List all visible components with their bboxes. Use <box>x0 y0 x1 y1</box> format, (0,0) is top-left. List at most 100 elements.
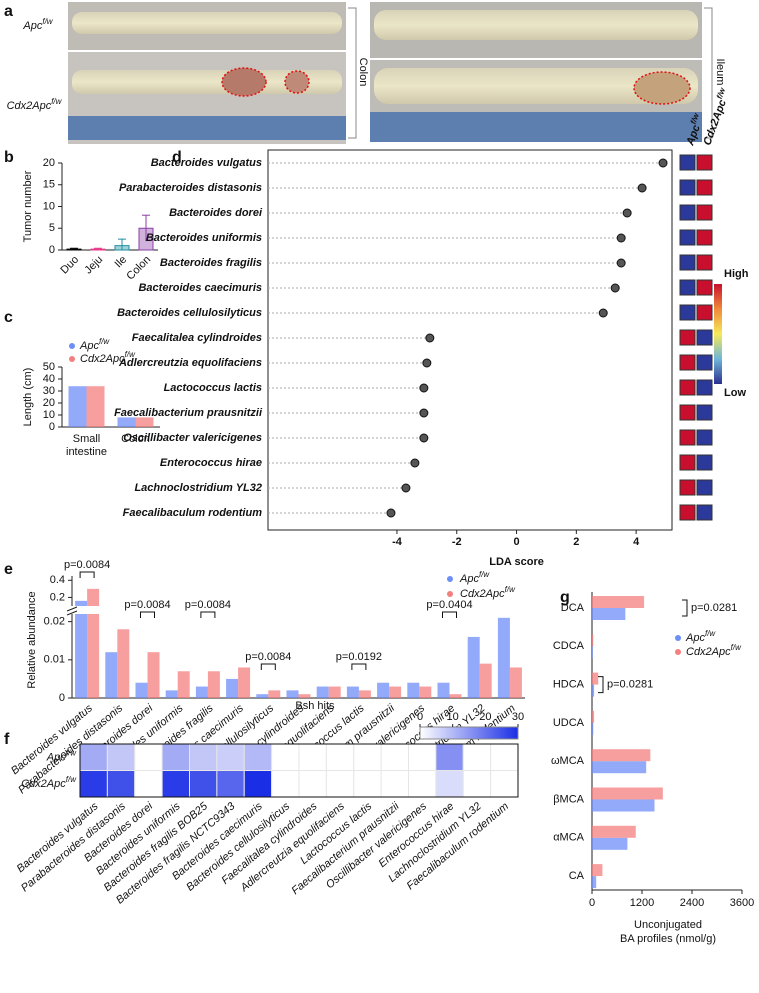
legend-marker <box>447 576 453 582</box>
bar <box>479 663 492 698</box>
x-tick-label: Duo <box>58 254 81 277</box>
bar <box>298 694 311 698</box>
axis-break <box>66 610 78 616</box>
label-sup: f/w <box>99 337 110 346</box>
bar <box>592 684 595 697</box>
label-base: Cdx2Apc <box>21 778 66 790</box>
point <box>658 158 668 168</box>
significance-bracket <box>79 571 95 578</box>
bar <box>177 671 190 698</box>
significance-bracket <box>200 611 216 618</box>
group-cell <box>696 454 713 471</box>
panel-letter: f <box>4 731 10 748</box>
label-base: Cdx2Apc <box>686 646 731 658</box>
x-tick-label: intestine <box>66 446 107 458</box>
bar-upper <box>75 600 88 606</box>
legend-label: Apcf/w <box>459 570 490 585</box>
colorbar-tick-label: 20 <box>479 711 491 723</box>
point <box>425 333 435 343</box>
ruler <box>370 112 702 142</box>
heat-cell <box>298 743 327 771</box>
group-cell <box>679 429 696 446</box>
legend-label: Apcf/w <box>685 629 716 644</box>
y-tick-label: 15 <box>43 179 55 191</box>
label-sup: f/w <box>731 643 742 652</box>
bar <box>256 694 269 698</box>
bar <box>316 686 329 698</box>
y-tick-label: 20 <box>43 397 55 409</box>
y-tick-label: DCA <box>561 602 585 614</box>
heat-cell <box>353 743 382 771</box>
tissue <box>374 10 698 40</box>
label-sup: f/w <box>479 570 490 579</box>
bar-lower <box>75 614 88 698</box>
point <box>419 433 429 443</box>
bar <box>592 761 647 774</box>
panel-letter: d <box>172 149 182 166</box>
x-tick-label: Jeju <box>82 254 105 277</box>
bar <box>592 787 663 800</box>
row-label: Apcf/w <box>22 17 53 32</box>
significance-bracket <box>140 611 155 618</box>
heat-cell <box>380 743 409 771</box>
group-cell <box>696 254 713 271</box>
group-cell <box>679 254 696 271</box>
heat-cell <box>271 770 300 798</box>
photo-panel <box>68 2 713 144</box>
point <box>419 408 429 418</box>
x-tick-label: 0 <box>589 897 595 909</box>
bar <box>592 634 594 647</box>
y-tick-label: Faecalitalea cylindroides <box>132 332 262 344</box>
ruler <box>68 116 346 140</box>
y-tick-label: 30 <box>43 385 55 397</box>
heat-cell <box>435 743 464 771</box>
legend-marker <box>447 591 453 597</box>
group-cell <box>696 179 713 196</box>
x-tick-label: Colon <box>124 254 153 283</box>
x-tick-label: 3600 <box>730 897 754 909</box>
x-axis-title: BA profiles (nmol/g) <box>620 933 716 945</box>
row-label: Cdx2Apcf/w <box>21 774 77 789</box>
y-tick-label: Faecalibaculum rodentium <box>123 507 263 519</box>
label-base: Apc <box>79 340 99 352</box>
bar <box>377 682 390 698</box>
group-cell <box>696 229 713 246</box>
label-base: Cdx2Apc <box>80 353 125 365</box>
group-cell <box>679 454 696 471</box>
p-value: p=0.0084 <box>185 599 231 611</box>
bar <box>419 686 432 698</box>
tumor-outline <box>221 67 267 97</box>
heat-cell <box>380 770 409 798</box>
y-tick-label: 0 <box>59 692 65 704</box>
x-tick-label: -4 <box>392 536 403 548</box>
label-base: Cdx2Apc <box>701 98 729 147</box>
colorbar <box>419 726 519 740</box>
bar <box>592 749 651 762</box>
legend-marker <box>675 649 681 655</box>
group-cell <box>696 504 713 521</box>
y-tick-label: 0 <box>49 421 55 433</box>
section-label: Ileum <box>714 59 726 86</box>
label-sup: f/w <box>66 748 77 757</box>
heat-cell <box>271 743 300 771</box>
x-tick-label: 0 <box>513 536 519 548</box>
bar <box>592 596 645 608</box>
y-tick-label: αMCA <box>553 832 584 844</box>
heat-cell <box>298 770 327 798</box>
bar <box>449 694 462 698</box>
group-cell <box>679 354 696 371</box>
heat-cell <box>189 743 218 771</box>
group-cell <box>679 329 696 346</box>
label-sup: f/w <box>125 350 136 359</box>
y-tick-label: βMCA <box>553 793 584 805</box>
bar <box>86 386 105 427</box>
panel-letter: e <box>4 561 13 578</box>
bar <box>117 417 136 427</box>
bar <box>592 710 595 723</box>
heat-cell <box>325 770 355 798</box>
heat-cell <box>353 770 382 798</box>
bar <box>238 667 251 698</box>
y-tick-label: 0.01 <box>44 654 65 666</box>
y-tick-label: Bacteroides vulgatus <box>151 157 262 169</box>
y-tick-label: ωMCA <box>551 755 585 767</box>
